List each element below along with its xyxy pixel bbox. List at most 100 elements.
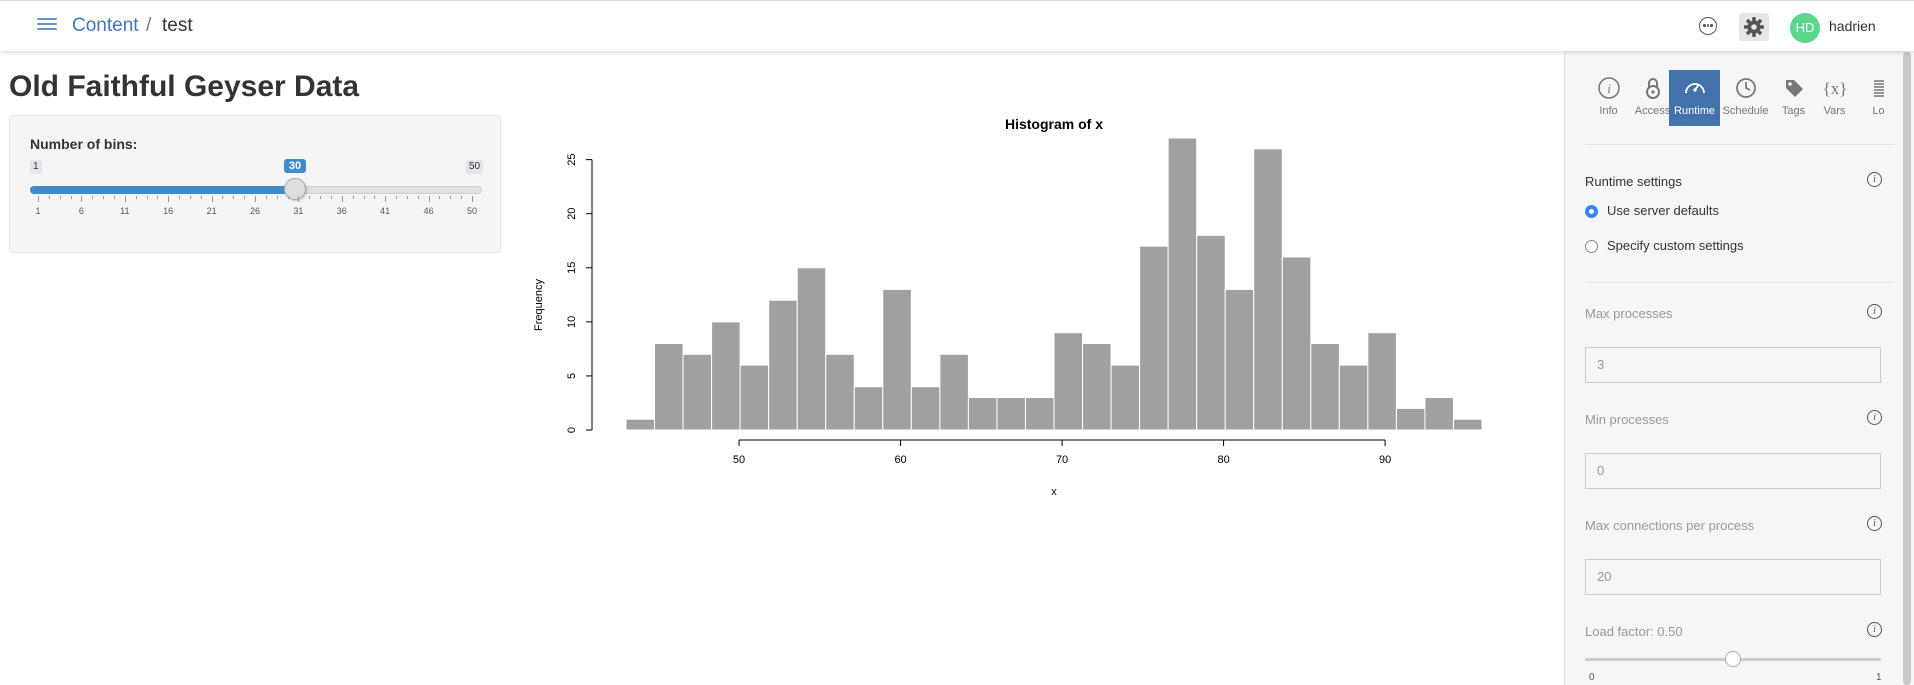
- slider-tick: [168, 196, 170, 202]
- slider-tick: [48, 196, 50, 199]
- histogram-bar: [1196, 234, 1226, 431]
- histogram-bar: [825, 353, 855, 431]
- info-icon[interactable]: i: [1867, 304, 1882, 319]
- radio-use-server-defaults[interactable]: [1585, 205, 1598, 218]
- page-title: Old Faithful Geyser Data: [9, 70, 360, 103]
- tab-vars[interactable]: {x} Vars: [1809, 70, 1860, 126]
- settings-tabs: i Info Access Runtime Schedule Tags {x} …: [1583, 70, 1899, 126]
- slider-tick: [450, 196, 452, 199]
- user-name[interactable]: hadrien: [1829, 18, 1876, 34]
- info-icon[interactable]: i: [1867, 410, 1882, 425]
- slider-tick: [265, 196, 267, 199]
- slider-tick: [385, 196, 387, 202]
- slider-tick: [461, 196, 463, 199]
- slider-tick: [222, 196, 224, 199]
- slider-tick: [200, 196, 202, 199]
- tab-label: Schedule: [1722, 105, 1769, 117]
- page-scrollbar[interactable]: [1903, 52, 1911, 685]
- tab-logs[interactable]: Lo: [1853, 70, 1899, 126]
- avatar[interactable]: HD: [1790, 13, 1820, 43]
- speedometer-icon: [1685, 83, 1705, 94]
- load-factor-max-label: 1: [1876, 672, 1882, 683]
- svg-text:i: i: [1607, 81, 1611, 96]
- info-icon[interactable]: i: [1867, 516, 1882, 531]
- divider: [1585, 282, 1895, 283]
- info-icon[interactable]: i: [1867, 172, 1882, 187]
- info-icon[interactable]: i: [1867, 622, 1882, 637]
- max-connections-label: Max connections per process: [1585, 518, 1755, 533]
- load-factor-slider-handle[interactable]: [1725, 651, 1741, 667]
- radio-label[interactable]: Use server defaults: [1607, 203, 1719, 218]
- radio-label[interactable]: Specify custom settings: [1607, 238, 1744, 253]
- x-tick-label: 50: [733, 454, 745, 466]
- svg-text:{x}: {x}: [1823, 79, 1848, 98]
- slider-tick-label: 1: [35, 206, 41, 216]
- slider-tick-label: 50: [466, 206, 477, 216]
- slider-tick: [179, 196, 181, 199]
- breadcrumb-content-link[interactable]: Content: [72, 15, 139, 36]
- slider-min-label: 1: [30, 160, 42, 174]
- histogram-bar: [739, 364, 770, 431]
- histogram-bar: [711, 321, 741, 431]
- settings-button[interactable]: [1739, 13, 1769, 41]
- histogram-bar: [796, 267, 827, 431]
- histogram-bar: [1452, 418, 1483, 431]
- slider-tick: [276, 196, 278, 199]
- histogram-bar: [1024, 397, 1055, 431]
- slider-tick: [363, 196, 365, 199]
- tab-access[interactable]: Access: [1627, 70, 1678, 126]
- tab-schedule[interactable]: Schedule: [1720, 70, 1771, 126]
- tab-label: Access: [1634, 105, 1671, 117]
- max-connections-field[interactable]: 20: [1585, 559, 1881, 595]
- max-processes-field[interactable]: 3: [1585, 347, 1881, 383]
- slider-tick: [244, 196, 246, 199]
- histogram-bar: [1110, 364, 1141, 431]
- bins-slider-label: Number of bins:: [30, 136, 138, 152]
- variable-icon: {x}: [1823, 79, 1848, 98]
- x-tick-label: 70: [1056, 454, 1068, 466]
- gear-icon: [1744, 17, 1764, 37]
- histogram-bar: [967, 397, 998, 431]
- padlock-icon: [1646, 78, 1660, 99]
- slider-value-label: 30: [284, 159, 306, 173]
- slider-tick: [189, 196, 191, 199]
- slider-max-label: 50: [466, 160, 484, 174]
- min-processes-field[interactable]: 0: [1585, 453, 1881, 489]
- slider-tick-label: 16: [163, 206, 174, 216]
- tab-info[interactable]: i Info: [1583, 70, 1634, 126]
- tab-label: Lo: [1872, 105, 1885, 117]
- ellipsis-circle-icon[interactable]: [1699, 17, 1717, 35]
- y-tick-label: 25: [566, 154, 578, 166]
- bins-slider-fill: [30, 186, 295, 194]
- slider-tick: [113, 196, 115, 199]
- radio-specify-custom-settings[interactable]: [1585, 240, 1598, 253]
- slider-tick: [287, 196, 289, 199]
- y-tick-label: 15: [566, 262, 578, 274]
- slider-tick: [374, 196, 376, 199]
- histogram-bar: [1395, 407, 1426, 431]
- slider-tick-label: 36: [336, 206, 347, 216]
- tab-tags[interactable]: Tags: [1768, 70, 1819, 126]
- slider-tick-label: 46: [423, 206, 434, 216]
- histogram-bar: [1053, 332, 1084, 431]
- histogram-bar: [682, 353, 713, 431]
- slider-tick-label: 26: [249, 206, 260, 216]
- histogram-bar: [1224, 288, 1255, 431]
- slider-tick: [320, 196, 322, 199]
- slider-tick: [157, 196, 159, 199]
- slider-tick: [352, 196, 354, 199]
- slider-tick: [428, 196, 430, 202]
- histogram-bar: [1367, 332, 1397, 431]
- slider-tick: [103, 196, 105, 199]
- chart-title: Histogram of x: [1005, 118, 1103, 132]
- slider-tick: [146, 196, 148, 199]
- tab-runtime[interactable]: Runtime: [1669, 70, 1720, 126]
- y-tick-label: 5: [566, 373, 578, 379]
- tab-label: Info: [1599, 105, 1618, 117]
- bins-slider-handle[interactable]: [284, 178, 306, 200]
- min-processes-label: Min processes: [1585, 412, 1669, 427]
- y-tick-label: 0: [566, 427, 578, 433]
- y-tick-label: 10: [566, 316, 578, 328]
- hamburger-menu-icon[interactable]: [37, 18, 57, 32]
- load-factor-label: Load factor: 0.50: [1585, 624, 1683, 639]
